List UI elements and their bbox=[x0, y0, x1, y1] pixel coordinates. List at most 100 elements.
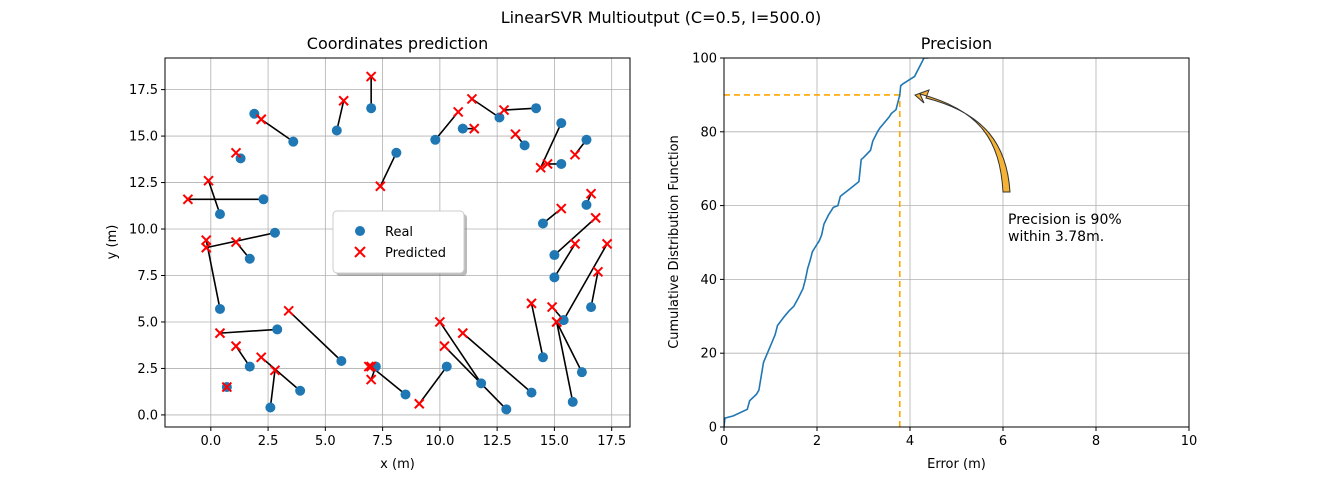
real-point bbox=[526, 387, 537, 398]
real-point bbox=[537, 352, 548, 363]
predicted-point bbox=[526, 298, 537, 309]
x-tick-label: 0 bbox=[720, 434, 728, 449]
predicted-point bbox=[255, 114, 267, 125]
x-tick-label: 10.0 bbox=[425, 434, 454, 449]
predicted-point-stroke bbox=[590, 212, 601, 224]
real-point bbox=[476, 378, 487, 389]
precision-x-ticks: 0 2 4 6 8 10 bbox=[720, 427, 1197, 449]
predicted-point-stroke bbox=[365, 374, 377, 385]
predicted-point bbox=[601, 238, 613, 250]
predicted-point bbox=[439, 340, 450, 352]
error-link-line bbox=[562, 243, 608, 321]
precision-y-label: Cumulative Distribution Function bbox=[667, 135, 682, 349]
predicted-point-stroke bbox=[569, 149, 581, 160]
error-link-line bbox=[219, 328, 278, 334]
real-point bbox=[430, 134, 441, 145]
real-point bbox=[581, 199, 592, 210]
scatter-data bbox=[182, 71, 613, 415]
predicted-point-stroke bbox=[457, 327, 468, 339]
annotation-arrow bbox=[914, 89, 1011, 193]
predicted-point-stroke bbox=[569, 238, 581, 250]
real-point bbox=[336, 356, 347, 367]
predicted-point bbox=[469, 123, 480, 134]
real-point bbox=[586, 302, 597, 313]
real-point bbox=[366, 103, 377, 114]
predicted-point-stroke bbox=[201, 234, 212, 246]
scatter-title: Coordinates prediction bbox=[307, 34, 488, 53]
predicted-point-stroke bbox=[414, 398, 425, 409]
predicted-point bbox=[203, 175, 214, 186]
predicted-point bbox=[230, 147, 242, 159]
predicted-point bbox=[466, 93, 478, 105]
real-point bbox=[265, 402, 276, 413]
predicted-point bbox=[255, 352, 267, 363]
real-point bbox=[519, 140, 530, 151]
y-tick-label: 7.5 bbox=[137, 269, 158, 284]
precision-title: Precision bbox=[921, 34, 992, 53]
predicted-point bbox=[585, 188, 597, 199]
predicted-point-stroke bbox=[466, 93, 478, 105]
precision-annotation: Precision is 90% within 3.78m. bbox=[1008, 212, 1126, 245]
x-tick-label: 17.5 bbox=[597, 434, 626, 449]
error-link-line bbox=[206, 231, 276, 249]
predicted-point-stroke bbox=[542, 158, 553, 170]
precision-data bbox=[724, 58, 929, 427]
predicted-point-stroke bbox=[230, 236, 242, 248]
predicted-points bbox=[182, 71, 613, 409]
error-link-line bbox=[503, 107, 537, 111]
error-link-line bbox=[471, 98, 500, 119]
predicted-point bbox=[542, 158, 553, 170]
predicted-point-stroke bbox=[255, 352, 267, 363]
predicted-point bbox=[365, 374, 377, 385]
predicted-point bbox=[230, 340, 242, 352]
predicted-point bbox=[201, 234, 212, 246]
scatter-y-label: y (m) bbox=[105, 225, 120, 260]
error-link-line bbox=[590, 271, 599, 308]
real-point bbox=[331, 125, 342, 136]
real-point bbox=[214, 209, 225, 220]
y-tick-label: 2.5 bbox=[137, 362, 158, 377]
predicted-point-stroke bbox=[592, 266, 604, 277]
predicted-point bbox=[457, 327, 468, 339]
predicted-point-stroke bbox=[201, 242, 212, 253]
predicted-point bbox=[363, 361, 375, 372]
real-point bbox=[272, 324, 283, 335]
y-tick-label: 60 bbox=[700, 199, 717, 214]
x-tick-label: 2.5 bbox=[258, 434, 279, 449]
predicted-point-stroke bbox=[338, 95, 349, 106]
legend-predicted-label: Predicted bbox=[385, 246, 446, 261]
legend-box bbox=[332, 210, 465, 274]
real-point bbox=[537, 218, 548, 229]
real-point bbox=[244, 253, 255, 264]
error-link-line bbox=[439, 321, 482, 384]
scatter-x-label: x (m) bbox=[380, 457, 415, 472]
real-point bbox=[494, 112, 505, 123]
predicted-point bbox=[182, 194, 194, 205]
error-link-line bbox=[555, 321, 583, 373]
predicted-point-stroke bbox=[535, 162, 546, 173]
predicted-point-stroke bbox=[375, 181, 386, 192]
x-tick-label: 15.0 bbox=[540, 434, 569, 449]
error-link-line bbox=[269, 370, 276, 408]
predicted-point bbox=[269, 365, 281, 376]
error-link-line bbox=[418, 366, 448, 405]
x-tick-label: 8 bbox=[1092, 434, 1100, 449]
real-point bbox=[549, 272, 560, 283]
annotation-line-1: Precision is 90% bbox=[1008, 212, 1122, 228]
real-point bbox=[269, 227, 280, 238]
x-tick-label: 0.0 bbox=[200, 434, 221, 449]
y-tick-label: 0.0 bbox=[137, 408, 158, 423]
error-link-line bbox=[260, 118, 294, 143]
real-point bbox=[567, 396, 578, 407]
x-tick-label: 2 bbox=[813, 434, 821, 449]
real-points bbox=[214, 103, 597, 415]
real-point bbox=[558, 315, 569, 326]
real-point bbox=[258, 194, 269, 205]
predicted-point-stroke bbox=[452, 106, 464, 118]
predicted-point bbox=[452, 106, 464, 118]
y-tick-label: 12.5 bbox=[129, 176, 158, 191]
real-point bbox=[244, 361, 255, 372]
predicted-point bbox=[283, 305, 294, 317]
predicted-point-stroke bbox=[283, 305, 294, 317]
scatter-legend: Real Predicted bbox=[332, 210, 467, 276]
